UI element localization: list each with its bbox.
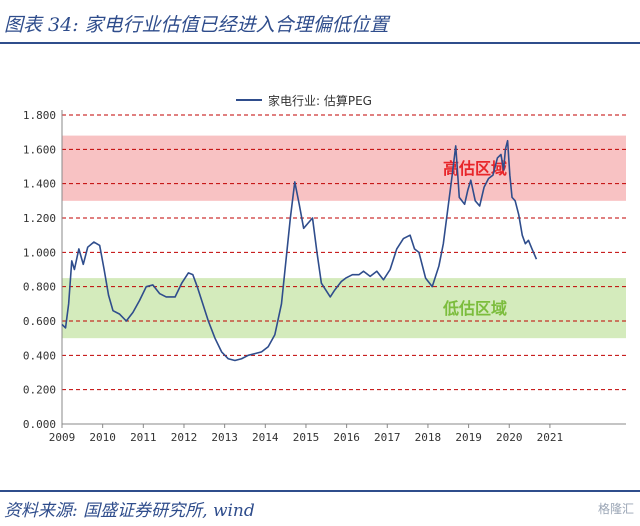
figure-title: 图表 34: 家电行业估值已经进入合理偏低位置	[4, 14, 389, 36]
high-valuation-band	[62, 135, 626, 201]
source-note: 资料来源: 国盛证券研究所, wind	[4, 501, 255, 521]
series-line-peg	[61, 139, 538, 362]
x-tick-label: 2020	[496, 431, 523, 444]
y-tick-label: 0.400	[23, 349, 56, 362]
x-tick-label: 2021	[537, 431, 564, 444]
low-valuation-label: 低估区域	[442, 299, 507, 318]
y-tick-label: 1.800	[23, 109, 56, 122]
x-tick-label: 2009	[49, 431, 76, 444]
axes: 0.000 0.200 0.400 0.600 0.800 1.000 1.200 1.400…	[23, 109, 626, 444]
y-tick-label: 0.800	[23, 281, 56, 294]
x-tick-label: 2012	[171, 431, 198, 444]
x-tick-label: 2013	[211, 431, 238, 444]
x-tick-label: 2019	[455, 431, 482, 444]
title-rule	[0, 42, 640, 44]
x-tick-label: 2014	[252, 431, 279, 444]
watermark: 格隆汇	[597, 502, 634, 516]
y-tick-label: 1.400	[23, 178, 56, 191]
source-rule	[0, 490, 640, 492]
y-tick-label: 0.000	[23, 418, 56, 431]
x-tick-label: 2010	[89, 431, 116, 444]
x-tick-label: 2016	[333, 431, 360, 444]
gridlines	[62, 114, 626, 391]
series-layer	[61, 139, 538, 362]
legend-label: 家电行业: 估算PEG	[268, 93, 372, 108]
y-tick-label: 1.600	[23, 143, 56, 156]
x-tick-label: 2018	[415, 431, 442, 444]
legend: 家电行业: 估算PEG	[236, 93, 372, 108]
x-tick-label: 2017	[374, 431, 401, 444]
y-tick-label: 0.200	[23, 384, 56, 397]
y-tick-label: 1.000	[23, 246, 56, 259]
y-tick-label: 0.600	[23, 315, 56, 328]
x-tick-label: 2011	[130, 431, 157, 444]
high-valuation-label: 高估区域	[443, 159, 507, 178]
x-tick-label: 2015	[293, 431, 320, 444]
y-tick-label: 1.200	[23, 212, 56, 225]
